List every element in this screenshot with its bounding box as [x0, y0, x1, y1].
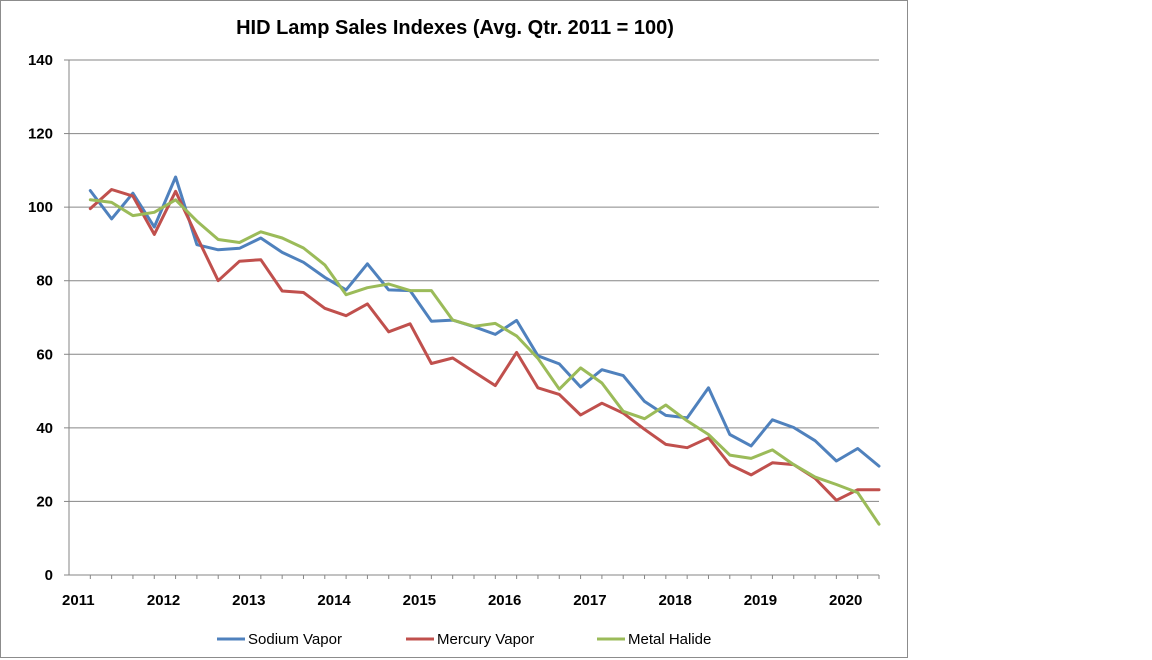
x-tick-label-2011: 2011 — [62, 592, 95, 609]
legend-label-sodium-vapor: Sodium Vapor — [248, 631, 342, 648]
line-chart: HID Lamp Sales Indexes (Avg. Qtr. 2011 =… — [28, 17, 881, 648]
x-tick-label-2017: 2017 — [573, 592, 606, 609]
y-axis-tick-labels: 0 20 40 60 80 100 120 140 — [28, 52, 53, 584]
x-tick-label-2013: 2013 — [232, 592, 265, 609]
x-tick-label-2016: 2016 — [488, 592, 521, 609]
series-line-mercury-vapor — [88, 188, 881, 502]
chart-frame: HID Lamp Sales Indexes (Avg. Qtr. 2011 =… — [0, 0, 908, 658]
y-tick-label-120: 120 — [28, 126, 53, 143]
series-line-metal-halide — [88, 198, 881, 526]
legend-label-metal-halide: Metal Halide — [628, 631, 711, 648]
x-tick-label-2019: 2019 — [744, 592, 777, 609]
gridlines — [69, 59, 879, 502]
x-axis-tick-labels: 2011 2012 2013 2014 2015 2016 2017 2018 2019 2020 — [62, 592, 862, 609]
series-lines — [88, 175, 881, 526]
axes — [64, 59, 880, 579]
y-tick-label-100: 100 — [28, 199, 53, 216]
y-tick-label-0: 0 — [45, 567, 53, 584]
series-line-sodium-vapor — [88, 175, 881, 468]
legend: Sodium Vapor Mercury Vapor Metal Halide — [217, 631, 711, 648]
legend-label-mercury-vapor: Mercury Vapor — [437, 631, 534, 648]
y-tick-label-20: 20 — [36, 493, 53, 510]
x-tick-label-2018: 2018 — [658, 592, 691, 609]
y-tick-label-80: 80 — [36, 273, 53, 290]
y-tick-label-40: 40 — [36, 420, 53, 437]
y-tick-label-140: 140 — [28, 52, 53, 69]
chart-title: HID Lamp Sales Indexes (Avg. Qtr. 2011 =… — [236, 17, 674, 39]
x-tick-label-2012: 2012 — [147, 592, 180, 609]
x-tick-label-2020: 2020 — [829, 592, 862, 609]
y-tick-label-60: 60 — [36, 346, 53, 363]
x-tick-label-2014: 2014 — [317, 592, 351, 609]
x-tick-label-2015: 2015 — [403, 592, 436, 609]
